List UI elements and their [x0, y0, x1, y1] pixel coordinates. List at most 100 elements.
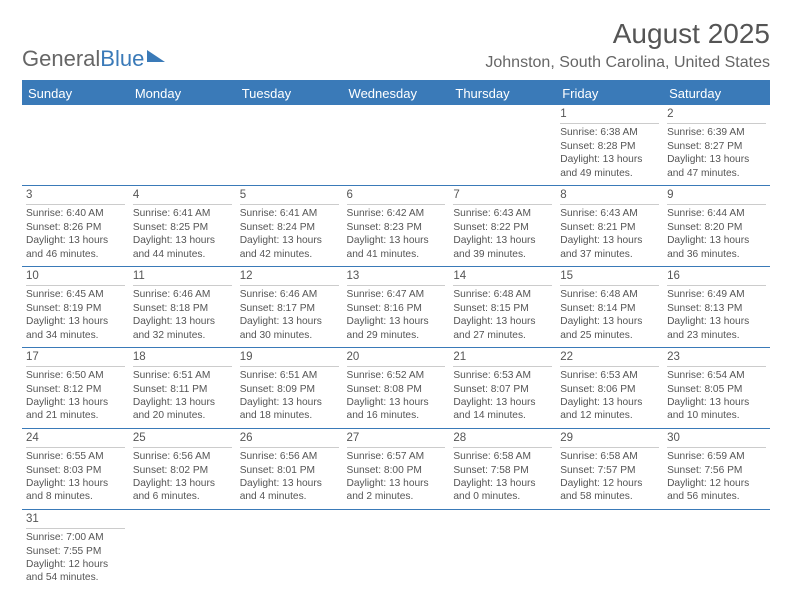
day-number: 12	[240, 269, 339, 286]
sunset-line: Sunset: 8:01 PM	[240, 464, 339, 477]
weekday-header: Monday	[129, 81, 236, 105]
sunrise-line: Sunrise: 6:43 AM	[560, 207, 659, 220]
day-cell: 12 Sunrise: 6:46 AMSunset: 8:17 PMDayligh…	[236, 266, 343, 347]
day-cell: 1Sunrise: 6:38 AMSunset: 8:28 PMDaylight…	[556, 105, 663, 185]
day-number: 16	[667, 269, 766, 286]
daylight-line: Daylight: 13 hours and 32 minutes.	[133, 315, 232, 342]
sunrise-line: Sunrise: 6:57 AM	[347, 450, 446, 463]
daylight-line: Daylight: 13 hours and 49 minutes.	[560, 153, 659, 180]
daylight-line: Daylight: 13 hours and 27 minutes.	[453, 315, 552, 342]
day-number: 18	[133, 350, 232, 367]
sunset-line: Sunset: 8:28 PM	[560, 140, 659, 153]
daylight-line: Daylight: 13 hours and 8 minutes.	[26, 477, 125, 504]
day-cell: 17Sunrise: 6:50 AMSunset: 8:12 PMDayligh…	[22, 347, 129, 428]
sunset-line: Sunset: 8:26 PM	[26, 221, 125, 234]
sunrise-line: Sunrise: 6:46 AM	[240, 288, 339, 301]
day-number: 8	[560, 188, 659, 205]
daylight-line: Daylight: 13 hours and 29 minutes.	[347, 315, 446, 342]
empty-cell	[449, 105, 556, 185]
sunrise-line: Sunrise: 6:48 AM	[560, 288, 659, 301]
day-number: 19	[240, 350, 339, 367]
daylight-line: Daylight: 12 hours and 58 minutes.	[560, 477, 659, 504]
weekday-header: Tuesday	[236, 81, 343, 105]
sunrise-line: Sunrise: 6:42 AM	[347, 207, 446, 220]
sunset-line: Sunset: 8:00 PM	[347, 464, 446, 477]
weekday-header: Friday	[556, 81, 663, 105]
sunrise-line: Sunrise: 7:00 AM	[26, 531, 125, 544]
daylight-line: Daylight: 13 hours and 12 minutes.	[560, 396, 659, 423]
sunrise-line: Sunrise: 6:56 AM	[240, 450, 339, 463]
day-number: 6	[347, 188, 446, 205]
day-cell: 9Sunrise: 6:44 AMSunset: 8:20 PMDaylight…	[663, 185, 770, 266]
daylight-line: Daylight: 13 hours and 23 minutes.	[667, 315, 766, 342]
location-subtitle: Johnston, South Carolina, United States	[485, 54, 770, 72]
sunset-line: Sunset: 8:17 PM	[240, 302, 339, 315]
day-cell: 18Sunrise: 6:51 AMSunset: 8:11 PMDayligh…	[129, 347, 236, 428]
daylight-line: Daylight: 13 hours and 41 minutes.	[347, 234, 446, 261]
empty-cell	[449, 509, 556, 589]
day-number: 15	[560, 269, 659, 286]
day-number: 29	[560, 431, 659, 448]
day-number: 3	[26, 188, 125, 205]
sunset-line: Sunset: 8:27 PM	[667, 140, 766, 153]
calendar-row: 1Sunrise: 6:38 AMSunset: 8:28 PMDaylight…	[22, 105, 770, 185]
day-number: 5	[240, 188, 339, 205]
empty-cell	[556, 509, 663, 589]
empty-cell	[129, 509, 236, 589]
daylight-line: Daylight: 13 hours and 21 minutes.	[26, 396, 125, 423]
day-number: 2	[667, 107, 766, 124]
sunrise-line: Sunrise: 6:54 AM	[667, 369, 766, 382]
day-cell: 27Sunrise: 6:57 AMSunset: 8:00 PMDayligh…	[343, 428, 450, 509]
day-cell: 28Sunrise: 6:58 AMSunset: 7:58 PMDayligh…	[449, 428, 556, 509]
sunset-line: Sunset: 8:19 PM	[26, 302, 125, 315]
calendar-row: 3Sunrise: 6:40 AMSunset: 8:26 PMDaylight…	[22, 185, 770, 266]
sunset-line: Sunset: 7:55 PM	[26, 545, 125, 558]
day-cell: 20Sunrise: 6:52 AMSunset: 8:08 PMDayligh…	[343, 347, 450, 428]
sunset-line: Sunset: 8:16 PM	[347, 302, 446, 315]
daylight-line: Daylight: 13 hours and 30 minutes.	[240, 315, 339, 342]
weekday-header: Saturday	[663, 81, 770, 105]
calendar-row: 31Sunrise: 7:00 AMSunset: 7:55 PMDayligh…	[22, 509, 770, 589]
day-number: 14	[453, 269, 552, 286]
calendar-row: 10Sunrise: 6:45 AMSunset: 8:19 PMDayligh…	[22, 266, 770, 347]
page-title: August 2025	[485, 18, 770, 50]
empty-cell	[236, 105, 343, 185]
day-cell: 22Sunrise: 6:53 AMSunset: 8:06 PMDayligh…	[556, 347, 663, 428]
sunset-line: Sunset: 8:08 PM	[347, 383, 446, 396]
day-cell: 6Sunrise: 6:42 AMSunset: 8:23 PMDaylight…	[343, 185, 450, 266]
calendar-head: SundayMondayTuesdayWednesdayThursdayFrid…	[22, 81, 770, 105]
day-number: 31	[26, 512, 125, 529]
day-number: 26	[240, 431, 339, 448]
day-cell: 2Sunrise: 6:39 AMSunset: 8:27 PMDaylight…	[663, 105, 770, 185]
sunrise-line: Sunrise: 6:50 AM	[26, 369, 125, 382]
daylight-line: Daylight: 13 hours and 39 minutes.	[453, 234, 552, 261]
calendar-row: 17Sunrise: 6:50 AMSunset: 8:12 PMDayligh…	[22, 347, 770, 428]
daylight-line: Daylight: 13 hours and 46 minutes.	[26, 234, 125, 261]
day-number: 7	[453, 188, 552, 205]
day-cell: 24Sunrise: 6:55 AMSunset: 8:03 PMDayligh…	[22, 428, 129, 509]
sail-icon	[147, 50, 165, 62]
daylight-line: Daylight: 13 hours and 4 minutes.	[240, 477, 339, 504]
empty-cell	[663, 509, 770, 589]
day-number: 1	[560, 107, 659, 124]
daylight-line: Daylight: 13 hours and 16 minutes.	[347, 396, 446, 423]
sunset-line: Sunset: 8:25 PM	[133, 221, 232, 234]
sunrise-line: Sunrise: 6:40 AM	[26, 207, 125, 220]
day-number: 30	[667, 431, 766, 448]
daylight-line: Daylight: 13 hours and 6 minutes.	[133, 477, 232, 504]
day-number: 13	[347, 269, 446, 286]
sunset-line: Sunset: 8:07 PM	[453, 383, 552, 396]
daylight-line: Daylight: 13 hours and 34 minutes.	[26, 315, 125, 342]
sunrise-line: Sunrise: 6:58 AM	[453, 450, 552, 463]
day-number: 9	[667, 188, 766, 205]
calendar-row: 24Sunrise: 6:55 AMSunset: 8:03 PMDayligh…	[22, 428, 770, 509]
sunrise-line: Sunrise: 6:45 AM	[26, 288, 125, 301]
day-number: 24	[26, 431, 125, 448]
logo-text-2: Blue	[100, 46, 144, 72]
weekday-header: Sunday	[22, 81, 129, 105]
sunrise-line: Sunrise: 6:59 AM	[667, 450, 766, 463]
day-cell: 10Sunrise: 6:45 AMSunset: 8:19 PMDayligh…	[22, 266, 129, 347]
empty-cell	[129, 105, 236, 185]
sunset-line: Sunset: 8:11 PM	[133, 383, 232, 396]
day-cell: 14Sunrise: 6:48 AMSunset: 8:15 PMDayligh…	[449, 266, 556, 347]
